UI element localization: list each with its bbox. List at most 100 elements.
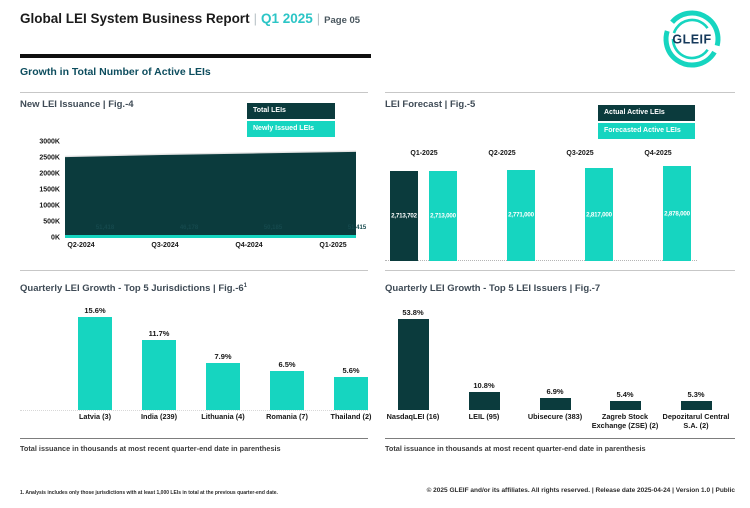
gleif-logo: GLEIF: [663, 10, 721, 68]
page-number: Page 05: [324, 15, 361, 26]
x-tick-label: Q2-2024: [67, 242, 95, 249]
y-axis-fig4: 0K 500K 1000K 1500K 2000K 2500K 3000K: [20, 138, 60, 242]
bar-chart-fig7: 53.8% 10.8% 6.9% 5.4% 5.3%: [385, 308, 735, 410]
legend-newly-issued-leis: Newly Issued LEIs: [247, 121, 335, 137]
note-divider-fig6: [20, 438, 368, 439]
inside-data-label: 46,178: [179, 225, 199, 231]
bar-value-label: 11.7%: [148, 329, 170, 339]
category-label: Ubisecure (383): [527, 412, 583, 421]
page-title: Global LEI System Business Report: [20, 11, 250, 26]
x-axis-fig4: Q2-2024 Q3-2024 Q4-2024 Q1-2025: [65, 242, 356, 252]
area-series-total-leis: [65, 150, 356, 238]
bar-forecast: 2,713,000: [429, 171, 457, 261]
inside-data-label: 51,415: [347, 225, 367, 231]
note-divider-fig7: [385, 438, 735, 439]
bar-value-label: 2,771,000: [508, 211, 534, 219]
bar-value-label: 2,713,000: [430, 212, 456, 220]
x-tick-label: Q3-2024: [151, 242, 179, 249]
bar: 5.3%: [680, 390, 712, 410]
bar: 53.8%: [397, 308, 429, 410]
forecast-group: Q4-2025 2,878,000: [619, 150, 697, 261]
forecast-group: Q2-2025 2,771,000: [463, 150, 541, 261]
bar-chart-fig6: 15.6% 11.7% 7.9% 6.5% 5.6%: [20, 306, 368, 411]
x-tick-label: Q1-2025: [319, 242, 347, 249]
y-tick-label: 2000K: [39, 170, 60, 178]
bar-forecast: 2,771,000: [507, 169, 535, 261]
bar: 11.7%: [142, 329, 176, 410]
inside-data-label: 50,185: [263, 225, 283, 231]
bar-value-label: 6.9%: [546, 387, 564, 397]
group-label: Q4-2025: [644, 150, 672, 157]
y-tick-label: 1500K: [39, 186, 60, 194]
area-series-newly-issued-leis: [65, 235, 356, 238]
report-header: Global LEI System Business Report | Q1 202…: [20, 10, 360, 28]
header-separator: |: [253, 11, 257, 26]
forecast-group: Q3-2025 2,817,000: [541, 150, 619, 261]
group-label: Q1-2025: [410, 150, 438, 157]
bar-value-label: 5.4%: [616, 389, 634, 399]
y-tick-label: 1000K: [39, 202, 60, 210]
forecast-group: Q1-2025 2,713,702 2,713,000: [385, 150, 463, 261]
group-label: Q2-2025: [488, 150, 516, 157]
area-chart-fig4: 51,418 46,178 50,185 51,415: [65, 142, 366, 238]
bar: 6.9%: [539, 387, 571, 410]
header-divider-bar: [20, 54, 371, 58]
panel-new-lei-issuance: New LEI Issuance | Fig.-4 Total LEIs New…: [20, 92, 368, 271]
bar-value-label: 7.9%: [214, 351, 232, 361]
bar-value-label: 2,878,000: [664, 210, 690, 217]
bar-value-label: 5.6%: [342, 365, 360, 375]
gleif-logo-text: GLEIF: [672, 33, 711, 47]
y-tick-label: 500K: [43, 218, 60, 226]
inside-data-label: 51,418: [95, 225, 115, 231]
bar: 5.6%: [334, 366, 368, 410]
bar-value-label: 53.8%: [402, 308, 424, 318]
y-tick-label: 2500K: [39, 154, 60, 162]
bar-actual: 2,713,702: [390, 171, 418, 261]
category-label: Thailand (2): [330, 412, 372, 421]
analysis-footnote: 1. Analysis includes only those jurisdic…: [20, 490, 278, 496]
category-label: Depozitarul Central S.A. (2): [662, 412, 730, 430]
bar-value-label: 6.5%: [278, 360, 296, 370]
bar: 10.8%: [468, 381, 500, 410]
section-title: Growth in Total Number of Active LEIs: [20, 66, 211, 78]
category-label: India (239): [140, 412, 178, 421]
chart-title-fig6: Quarterly LEI Growth - Top 5 Jurisdictio…: [20, 283, 247, 295]
bar-value-label: 2,817,000: [586, 211, 612, 218]
bar: 15.6%: [78, 306, 112, 410]
panel-top5-jurisdictions: Quarterly LEI Growth - Top 5 Jurisdictio…: [20, 270, 371, 471]
bar: 7.9%: [206, 352, 240, 410]
bar: 5.4%: [609, 390, 641, 410]
legend-forecasted-active-leis: Forecasted Active LEIs: [598, 123, 695, 139]
category-label: Latvia (3): [78, 412, 112, 421]
header-separator: |: [316, 11, 321, 26]
bar-forecast: 2,878,000: [663, 166, 691, 261]
chart-title-fig4: New LEI Issuance | Fig.-4: [20, 99, 134, 110]
panel-top5-lei-issuers: Quarterly LEI Growth - Top 5 LEI Issuers…: [385, 270, 735, 471]
bar-forecast: 2,817,000: [585, 168, 613, 261]
bar-value-label: 5.3%: [687, 390, 705, 399]
chart-note-fig6: Total issuance in thousands at most rece…: [20, 444, 281, 453]
group-label: Q3-2025: [566, 150, 594, 157]
bar-chart-fig5: Q1-2025 2,713,702 2,713,000 Q2-2025 2,771,00…: [385, 150, 701, 261]
category-label: LEIL (95): [468, 412, 500, 421]
x-tick-label: Q4-2024: [235, 242, 263, 249]
legend-fig4: Total LEIs Newly Issued LEIs: [247, 103, 335, 137]
bar-value-label: 2,713,702: [391, 212, 417, 220]
legend-total-leis: Total LEIs: [247, 103, 335, 119]
copyright-line: © 2025 GLEIF and/or its affiliates. All …: [426, 487, 735, 494]
y-tick-label: 3000K: [39, 138, 60, 146]
category-label: Zagreb Stock Exchange (ZSE) (2): [591, 412, 659, 430]
legend-fig5: Actual Active LEIs Forecasted Active LEI…: [598, 105, 695, 139]
chart-note-fig7: Total issuance in thousands at most rece…: [385, 444, 646, 453]
panel-lei-forecast: LEI Forecast | Fig.-5 Actual Active LEIs…: [385, 92, 735, 271]
legend-actual-active-leis: Actual Active LEIs: [598, 105, 695, 121]
report-quarter: Q1 2025: [260, 11, 313, 26]
chart-title-fig7: Quarterly LEI Growth - Top 5 LEI Issuers…: [385, 283, 601, 294]
chart-title-fig5: LEI Forecast | Fig.-5: [385, 99, 476, 110]
baseline-fig5: [385, 260, 697, 261]
baseline-fig6: [20, 410, 368, 411]
bar-value-label: 10.8%: [473, 380, 495, 390]
category-label: NasdaqLEI (16): [386, 412, 440, 421]
y-tick-label: 0K: [51, 234, 60, 242]
